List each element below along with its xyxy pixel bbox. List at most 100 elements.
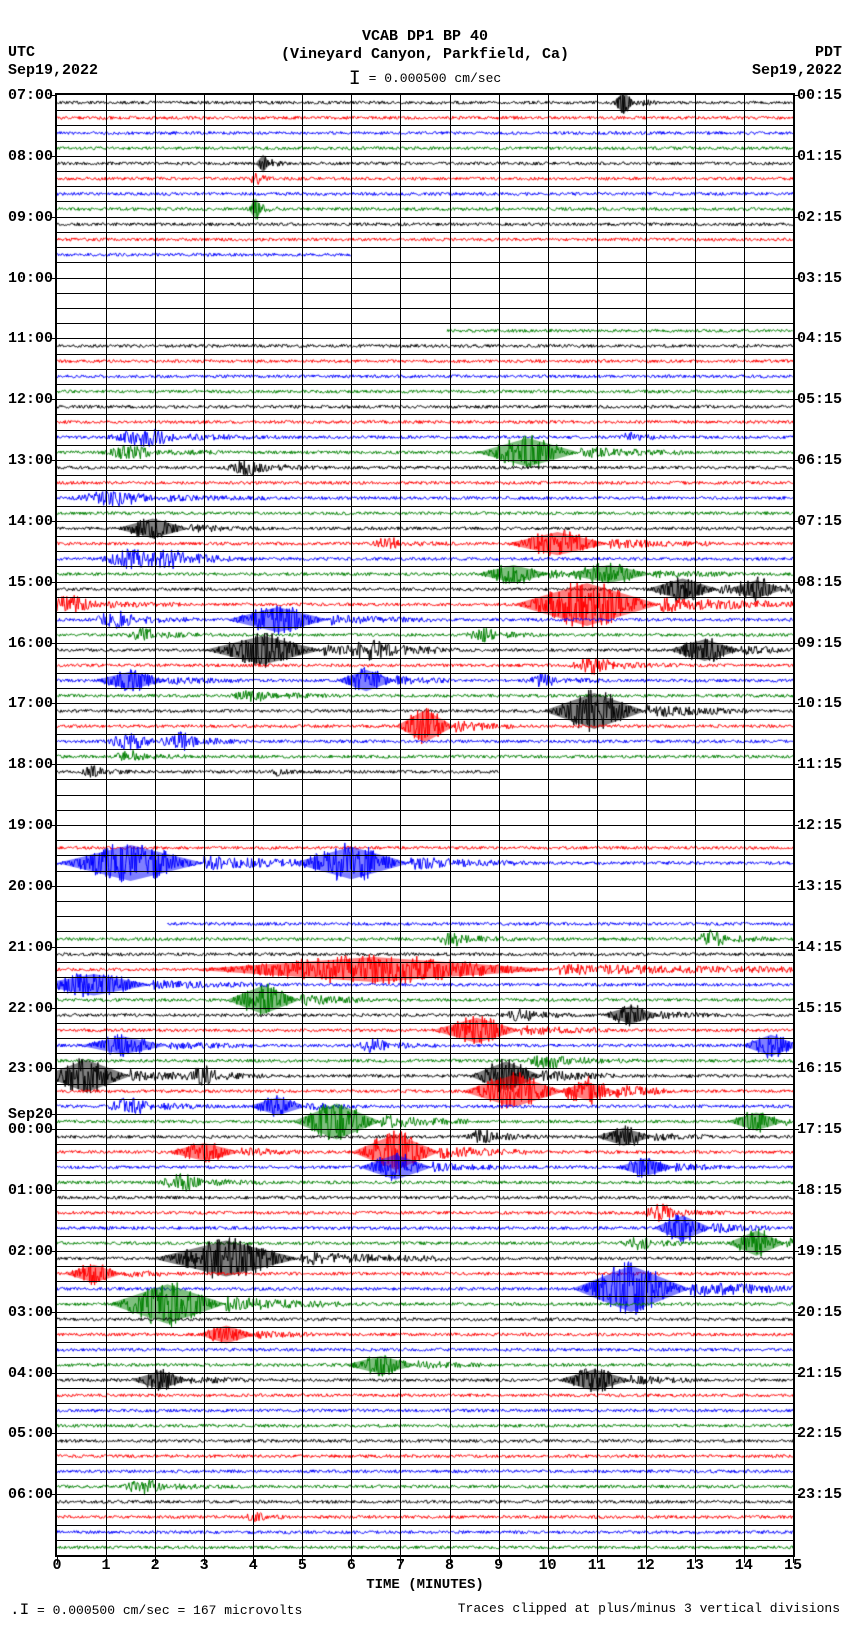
grid-line-horizontal [57, 855, 793, 856]
grid-line-horizontal [57, 247, 793, 248]
grid-line-horizontal [57, 719, 793, 720]
grid-line-horizontal [57, 1357, 793, 1358]
grid-line-horizontal [57, 597, 793, 598]
grid-line-horizontal [57, 1205, 793, 1206]
grid-line-horizontal [57, 551, 793, 552]
left-time-label: 15:00 [8, 574, 57, 591]
right-time-label: 23:15 [793, 1486, 842, 1503]
grid-line-horizontal [57, 1281, 793, 1282]
grid-line-horizontal [57, 1327, 793, 1328]
grid-line-horizontal [57, 1312, 793, 1313]
grid-line-horizontal [57, 703, 793, 704]
left-time-label: 04:00 [8, 1365, 57, 1382]
grid-line-horizontal [57, 414, 793, 415]
grid-line-horizontal [57, 992, 793, 993]
right-time-label: 00:15 [793, 87, 842, 104]
grid-line-horizontal [57, 810, 793, 811]
x-axis-ticks: 0123456789101112131415 [57, 1557, 793, 1577]
right-time-label: 03:15 [793, 270, 842, 287]
grid-line-horizontal [57, 795, 793, 796]
grid-line-horizontal [57, 1403, 793, 1404]
grid-line-horizontal [57, 110, 793, 111]
grid-line-horizontal [57, 1236, 793, 1237]
grid-line-horizontal [57, 1038, 793, 1039]
left-time-label: 19:00 [8, 817, 57, 834]
grid-line-horizontal [57, 1296, 793, 1297]
right-time-label: 18:15 [793, 1182, 842, 1199]
grid-line-horizontal [57, 1099, 793, 1100]
grid-line-horizontal [57, 962, 793, 963]
grid-line-horizontal [57, 201, 793, 202]
left-time-label: 09:00 [8, 209, 57, 226]
grid-line-horizontal [57, 323, 793, 324]
scale-bar-icon: I [349, 68, 361, 91]
right-time-label: 20:15 [793, 1304, 842, 1321]
grid-line-horizontal [57, 354, 793, 355]
left-time-label: 20:00 [8, 878, 57, 895]
grid-line-horizontal [57, 1144, 793, 1145]
grid-line-horizontal [57, 536, 793, 537]
right-time-label: 05:15 [793, 391, 842, 408]
grid-line-horizontal [57, 262, 793, 263]
grid-line-horizontal [57, 612, 793, 613]
left-time-label: 14:00 [8, 513, 57, 530]
grid-line-horizontal [57, 445, 793, 446]
x-axis-title: TIME (MINUTES) [57, 1577, 793, 1593]
grid-line-horizontal [57, 1068, 793, 1069]
grid-line-horizontal [57, 430, 793, 431]
grid-line-horizontal [57, 1220, 793, 1221]
grid-line-horizontal [57, 1190, 793, 1191]
grid-line-horizontal [57, 475, 793, 476]
grid-line-horizontal [57, 1433, 793, 1434]
grid-line-horizontal [57, 1494, 793, 1495]
left-time-label: 17:00 [8, 695, 57, 712]
right-time-label: 04:15 [793, 330, 842, 347]
right-time-label: 07:15 [793, 513, 842, 530]
grid-line-horizontal [57, 1509, 793, 1510]
grid-line-horizontal [57, 1464, 793, 1465]
chart-header: VCAB DP1 BP 40 (Vineyard Canyon, Parkfie… [0, 0, 850, 64]
left-time-label: 21:00 [8, 939, 57, 956]
left-time-label: 18:00 [8, 756, 57, 773]
left-time-label: 08:00 [8, 148, 57, 165]
grid-line-horizontal [57, 1449, 793, 1450]
footer-right: Traces clipped at plus/minus 3 vertical … [458, 1601, 840, 1619]
grid-line-horizontal [57, 886, 793, 887]
left-time-label: 22:00 [8, 1000, 57, 1017]
grid-line-horizontal [57, 1114, 793, 1115]
left-time-label: 16:00 [8, 635, 57, 652]
grid-line-horizontal [57, 1251, 793, 1252]
right-time-label: 13:15 [793, 878, 842, 895]
right-time-label: 01:15 [793, 148, 842, 165]
grid-line-horizontal [57, 1342, 793, 1343]
grid-line-horizontal [57, 1373, 793, 1374]
grid-line-horizontal [57, 749, 793, 750]
grid-line-horizontal [57, 931, 793, 932]
right-time-label: 02:15 [793, 209, 842, 226]
grid-line-horizontal [57, 1129, 793, 1130]
grid-line-horizontal [57, 643, 793, 644]
grid-line-horizontal [57, 1084, 793, 1085]
tr-tz: PDT [752, 44, 842, 62]
grid-line-horizontal [57, 1388, 793, 1389]
grid-line-horizontal [57, 1053, 793, 1054]
pdt-corner: PDT Sep19,2022 [752, 44, 842, 80]
right-time-label: 10:15 [793, 695, 842, 712]
grid-line-horizontal [57, 506, 793, 507]
seismogram-plot: 07:0008:0009:0010:0011:0012:0013:0014:00… [55, 93, 795, 1557]
grid-line-horizontal [57, 217, 793, 218]
grid-line-horizontal [57, 901, 793, 902]
grid-line-horizontal [57, 734, 793, 735]
scale-ref-text: = 0.000500 cm/sec [369, 71, 502, 86]
grid-line-horizontal [57, 338, 793, 339]
grid-line-horizontal [57, 171, 793, 172]
right-time-label: 14:15 [793, 939, 842, 956]
grid-line-horizontal [57, 1008, 793, 1009]
left-time-label: 11:00 [8, 330, 57, 347]
left-time-label: 13:00 [8, 452, 57, 469]
grid-line-horizontal [57, 1418, 793, 1419]
grid-line-horizontal [57, 916, 793, 917]
right-time-label: 17:15 [793, 1121, 842, 1138]
grid-line-horizontal [57, 582, 793, 583]
footer-left-text: = 0.000500 cm/sec = 167 microvolts [37, 1603, 302, 1618]
